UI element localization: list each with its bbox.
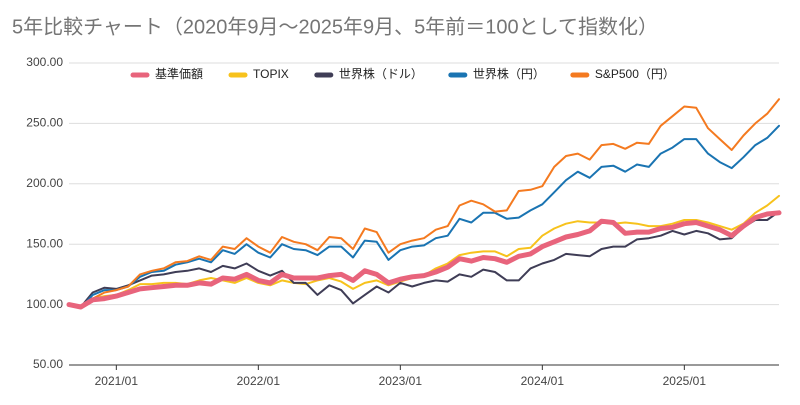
- y-tick-label: 50.00: [33, 357, 63, 371]
- series-line: [68, 98, 780, 310]
- legend-label: TOPIX: [253, 67, 289, 81]
- y-tick-label: 150.00: [26, 236, 63, 250]
- chart-title: 5年比較チャート（2020年9月～2025年9月、5年前＝100として指数化）: [12, 15, 658, 38]
- y-tick-label: 300.00: [26, 55, 63, 69]
- y-tick-label: 200.00: [26, 176, 63, 190]
- y-tick-label: 100.00: [26, 297, 63, 311]
- series-line: [66, 210, 782, 310]
- x-tick-label: 2023/01: [379, 374, 423, 388]
- x-tick-label: 2021/01: [95, 374, 139, 388]
- x-tick-label: 2025/01: [663, 374, 707, 388]
- x-tick-label: 2022/01: [237, 374, 281, 388]
- legend-label: S&P500（円）: [595, 67, 675, 81]
- series-line: [68, 124, 780, 310]
- series-line: [68, 210, 780, 308]
- y-tick-label: 250.00: [26, 116, 63, 130]
- legend-label: 基準価額: [155, 66, 203, 81]
- x-tick-label: 2024/01: [521, 374, 565, 388]
- legend-label: 世界株（円）: [473, 66, 545, 81]
- legend-label: 世界株（ドル）: [339, 66, 423, 81]
